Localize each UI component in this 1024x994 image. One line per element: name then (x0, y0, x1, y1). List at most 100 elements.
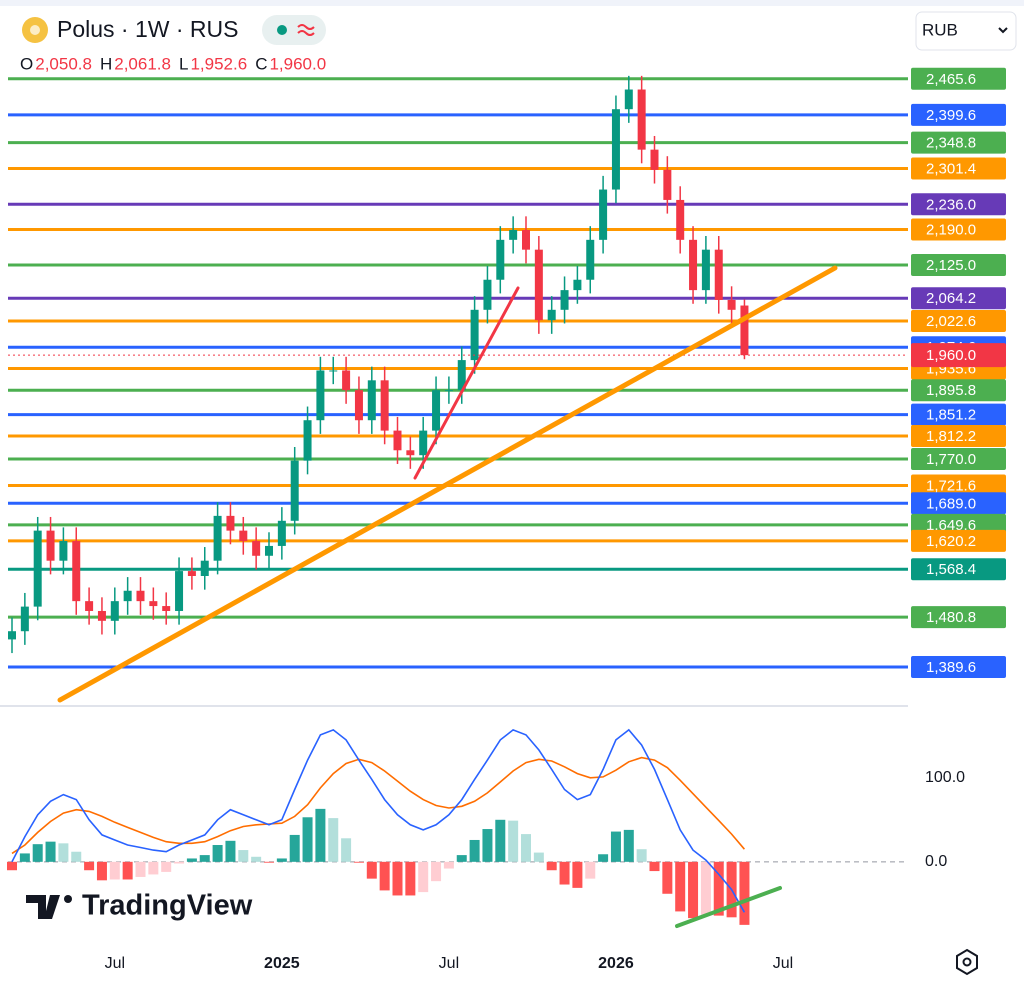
histogram-bar (251, 856, 262, 862)
x-tick-label: Jul (439, 955, 459, 972)
histogram-bar (353, 861, 364, 863)
x-tick-label: Jul (773, 955, 793, 972)
y-tick-label: 100.0 (925, 769, 965, 786)
histogram-bar (58, 843, 69, 862)
candle-body (162, 606, 171, 611)
histogram-bar (649, 861, 660, 872)
ohlc-value: 2,061.8 (114, 54, 171, 73)
histogram-bar (572, 861, 583, 888)
level-label-box (911, 287, 1006, 310)
candle-body (110, 601, 119, 621)
candle-body (226, 515, 235, 531)
divergence-line (675, 886, 782, 928)
candle-body (342, 370, 351, 391)
histogram-bar (302, 817, 313, 862)
histogram-bar (315, 808, 326, 862)
histogram-bar (598, 854, 609, 862)
candle-body (599, 189, 608, 240)
level-label: 1,568.4 (926, 561, 976, 578)
candle-body (522, 229, 530, 250)
candle-body (8, 631, 16, 640)
level-label-box (911, 193, 1006, 216)
level-label-box (911, 606, 1006, 629)
candle-body (611, 109, 620, 190)
level-label-box (911, 309, 1006, 332)
candle-body (727, 299, 736, 310)
level-label-box (911, 655, 1006, 678)
candle-body (72, 541, 81, 602)
histogram-bar (148, 861, 159, 875)
candle-body (663, 169, 672, 200)
histogram-bar (405, 861, 416, 896)
level-label: 2,399.6 (926, 107, 976, 124)
level-label-box (911, 558, 1006, 581)
ohlc-value: 1,952.6 (190, 54, 247, 73)
last-price-box (911, 343, 1006, 368)
histogram-bar (559, 861, 570, 885)
level-label: 1,389.6 (926, 659, 976, 676)
histogram-bar (533, 852, 544, 862)
level-label: 2,022.6 (926, 313, 976, 330)
histogram-bar (328, 818, 339, 862)
level-label: 1,620.2 (926, 533, 976, 550)
candle-body (509, 229, 518, 240)
histogram-bar (84, 861, 95, 871)
histogram-bar (521, 834, 531, 862)
histogram-bar (225, 840, 236, 862)
histogram-bar (186, 858, 197, 862)
level-label: 1,895.8 (926, 382, 976, 399)
histogram-bar (45, 841, 56, 862)
candle-body (432, 390, 441, 431)
macd-pane (7, 728, 908, 925)
histogram-bar (739, 861, 750, 925)
histogram-bar (276, 858, 287, 862)
candle-body (277, 520, 286, 546)
ohlc-value: 1,960.0 (269, 54, 326, 73)
candle-body (149, 601, 158, 607)
trend-line (57, 265, 838, 703)
candle-body (444, 390, 453, 392)
level-label-box (911, 103, 1006, 126)
candle-body (175, 571, 184, 611)
histogram-bar (688, 861, 699, 919)
candle-body (290, 460, 299, 521)
histogram-bar (456, 855, 467, 862)
candle-body (85, 601, 94, 611)
price-pane (8, 60, 908, 705)
candle-body (393, 430, 402, 451)
histogram-bar (469, 839, 480, 862)
x-tick-label: 2026 (598, 955, 634, 972)
candle-body (547, 309, 556, 321)
candle-body (740, 305, 749, 356)
candle-body (676, 199, 685, 240)
level-label-box (911, 448, 1006, 471)
x-tick-label: Jul (105, 955, 125, 972)
candle-body (97, 610, 106, 621)
candle-body (20, 606, 29, 632)
histogram-bar (610, 831, 621, 862)
candle-body (354, 390, 363, 421)
candle-body (187, 571, 196, 576)
histogram-bar (122, 861, 133, 880)
candle-body (265, 545, 273, 556)
currency-label: RUB (922, 20, 958, 39)
level-label-box (911, 529, 1006, 552)
candle-body (483, 279, 492, 310)
candle-body (59, 541, 68, 561)
level-label: 2,465.6 (926, 71, 976, 88)
currency-button[interactable] (915, 11, 1017, 51)
histogram-bar (109, 861, 120, 880)
level-label: 1,480.8 (926, 609, 976, 626)
status-pill[interactable] (262, 15, 326, 45)
histogram-bar (495, 819, 506, 862)
candle-body (329, 370, 338, 372)
settings-icon[interactable] (956, 948, 978, 976)
candle-body (701, 249, 710, 291)
candle-body (213, 515, 222, 561)
brand-logo-dot (64, 895, 72, 903)
ohlc-key: L (179, 54, 188, 73)
candle-body (624, 89, 633, 110)
x-tick-label: 2025 (264, 955, 300, 972)
level-label: 1,812.2 (926, 428, 976, 445)
histogram-bar (482, 829, 493, 862)
